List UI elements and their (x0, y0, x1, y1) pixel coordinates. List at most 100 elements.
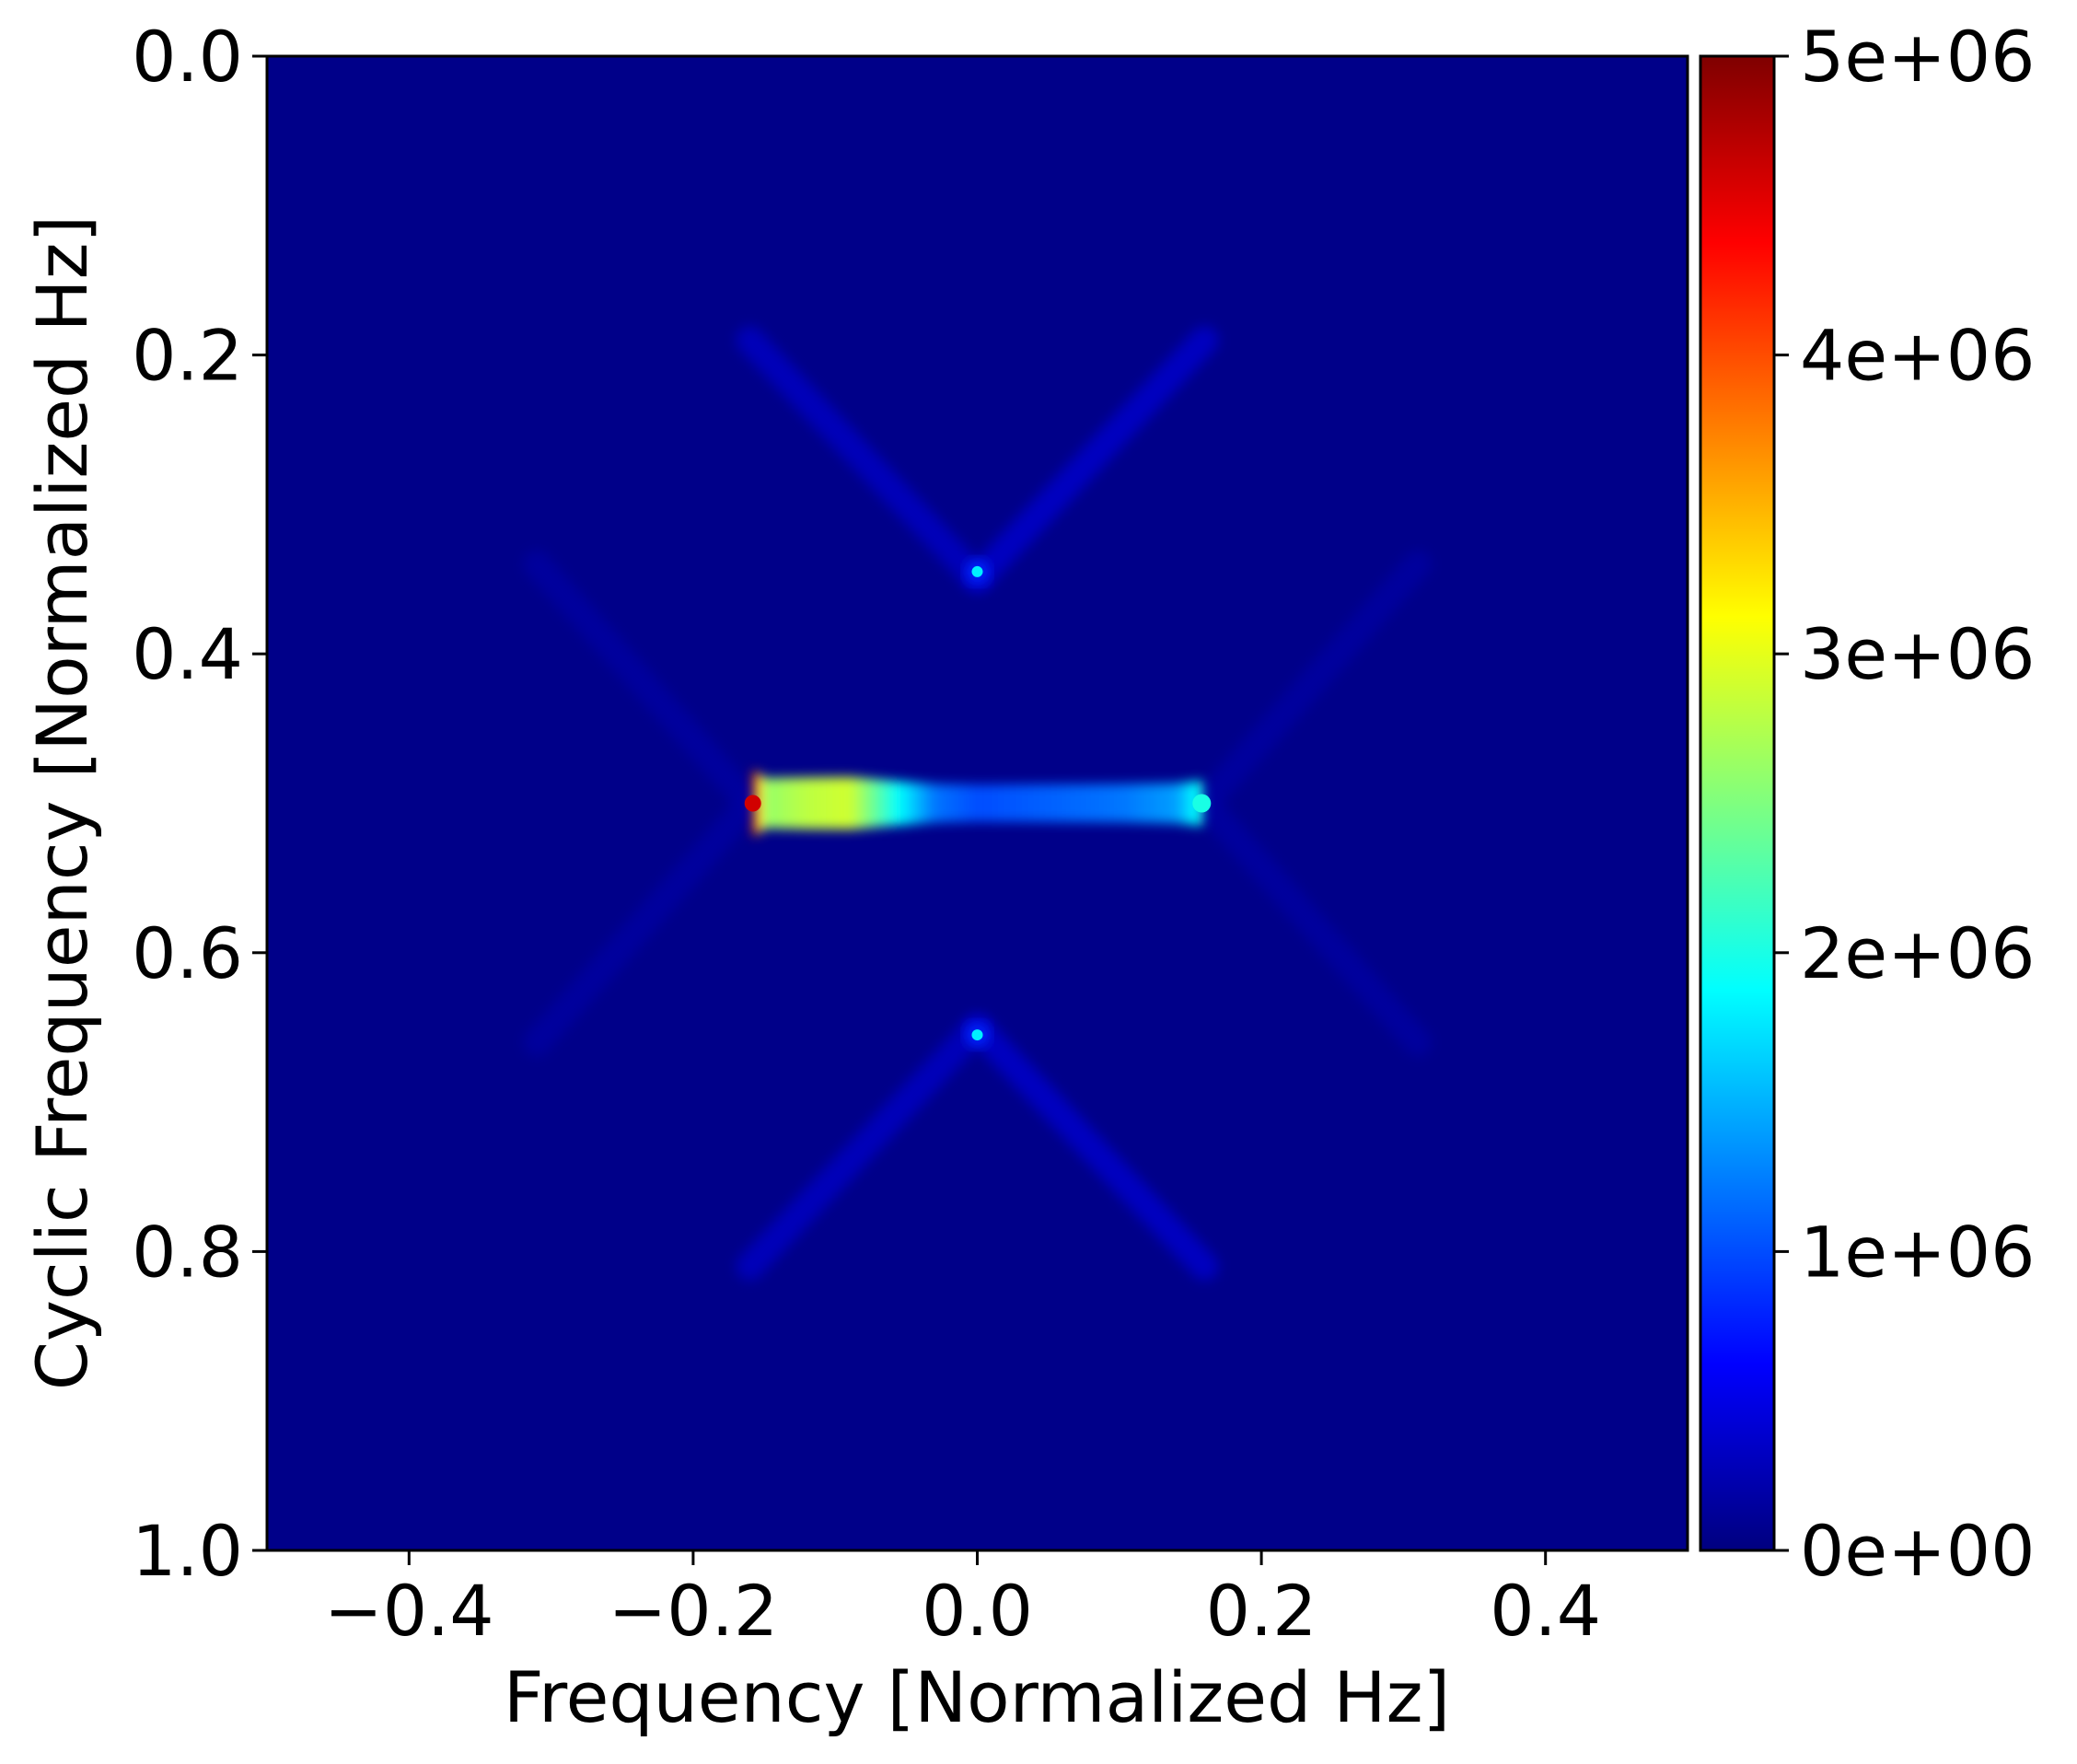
ridge-segment (977, 784, 988, 822)
ridge-segment (761, 776, 764, 830)
colorbar-tick-label: 4e+06 (1800, 315, 2036, 397)
ridge-segment (1140, 783, 1149, 823)
ridge-segment (1048, 784, 1059, 822)
ridge-segment (812, 777, 818, 830)
x-tick-label: −0.2 (609, 1570, 779, 1652)
plot-area (265, 54, 1689, 1552)
ridge-segment (1155, 783, 1164, 823)
colorbar-tick-label: 0e+00 (1800, 1510, 2036, 1592)
y-tick-label: 0.4 (132, 613, 243, 695)
x-axis: −0.4 −0.2 0.0 0.2 0.4 (324, 1550, 1601, 1652)
ridge-peak-left (744, 795, 761, 812)
colorbar-gradient (1700, 56, 1774, 1550)
ridge-segment (865, 778, 872, 829)
ridge-segment (876, 779, 883, 828)
ridge-segment (918, 783, 925, 824)
ridge-segment (966, 784, 973, 822)
ridge-segment (934, 783, 941, 823)
diagonal-band (963, 1014, 1219, 1281)
ridge-segment (913, 783, 920, 824)
diagonal-band (1190, 550, 1432, 818)
ridge-segment (887, 780, 893, 827)
ridge-segment (1176, 783, 1180, 824)
ridge-segment (1133, 783, 1142, 823)
ridge-segment (849, 777, 856, 830)
ridge-segment (1189, 782, 1193, 825)
x-tick-label: 0.4 (1490, 1570, 1601, 1652)
ridge-segment (791, 777, 797, 830)
ridge-segment (1004, 784, 1014, 822)
ridge-segment (780, 777, 787, 830)
ridge-segment (1101, 783, 1112, 823)
ridge-segment (854, 777, 862, 830)
ridge-segment (1013, 784, 1023, 822)
ridge-segment (891, 781, 899, 826)
x-tick-label: −0.4 (324, 1570, 494, 1652)
ridge-segment (1084, 783, 1094, 823)
ridge-segment (956, 784, 963, 822)
ridge-segment (1119, 783, 1128, 823)
y-tick-label: 0.0 (132, 16, 243, 98)
colorbar-tick-label: 1e+06 (1800, 1211, 2036, 1293)
colorbar: 0e+00 1e+06 2e+06 3e+06 4e+06 5e+06 (1699, 16, 2036, 1592)
ridge-segment (971, 784, 979, 822)
diagonal-band (736, 1014, 992, 1281)
ridge-segment (923, 783, 931, 823)
ridge-segment (843, 777, 851, 830)
colorbar-tick-label: 3e+06 (1800, 613, 2036, 695)
ridge-segment (945, 783, 952, 823)
ridge-segment (908, 782, 915, 825)
ridge-segment (833, 777, 841, 830)
ridge-segment (1039, 784, 1050, 822)
x-tick-label: 0.0 (922, 1570, 1033, 1652)
ridge-segment (940, 783, 946, 823)
diagonal-band (1190, 789, 1432, 1057)
ridge-peak-right (1192, 794, 1212, 813)
ridge-segment (1065, 783, 1076, 823)
y-axis-label: Cyclic Frequency [Normalized Hz] (21, 215, 103, 1390)
ridge-segment (774, 778, 782, 829)
ridge-segment (881, 780, 888, 827)
ridge-segment (1168, 783, 1178, 824)
ridge-segment (785, 777, 792, 830)
y-tick-label: 0.6 (132, 912, 243, 994)
y-tick-label: 0.2 (132, 315, 243, 397)
diagonal-band (963, 326, 1219, 593)
ridge-segment (1092, 783, 1103, 823)
ridge-segment (806, 777, 814, 830)
ridge-segment (1074, 783, 1085, 823)
ridge-segment (769, 778, 776, 829)
ridge-segment (870, 779, 877, 828)
x-tick-label: 0.2 (1206, 1570, 1317, 1652)
colorbar-tick-label: 5e+06 (1800, 16, 2036, 98)
ridge-segment (822, 777, 830, 830)
ridge-segment (902, 782, 910, 825)
diagonal-band (736, 326, 992, 593)
ridge-segment (801, 777, 808, 830)
ridge-segment (994, 784, 1005, 822)
colorbar-ticks: 0e+00 1e+06 2e+06 3e+06 4e+06 5e+06 (1774, 16, 2036, 1592)
y-tick-label: 0.8 (132, 1211, 243, 1293)
diagonal-band (523, 789, 764, 1057)
diagonal-band (523, 550, 764, 818)
ridge-segment (961, 784, 968, 822)
ridge-segment (1179, 783, 1184, 824)
ridge-segment (1126, 783, 1135, 823)
x-axis-label: Frequency [Normalized Hz] (504, 1656, 1450, 1738)
ridge-segment (1021, 784, 1032, 822)
ridge-segment (1182, 782, 1187, 825)
spectral-peak (971, 1029, 983, 1041)
colorbar-tick-label: 2e+06 (1800, 912, 2036, 994)
ridge-segment (1162, 783, 1170, 824)
y-axis: 0.0 0.2 0.4 0.6 0.8 1.0 (132, 16, 267, 1592)
ridge-segment (1147, 783, 1156, 823)
y-tick-label: 1.0 (132, 1510, 243, 1592)
ridge-segment (929, 783, 936, 823)
ridge-segment (1110, 783, 1120, 823)
ridge-segment (860, 778, 866, 829)
ridge-segment (817, 777, 824, 830)
ridge-segment (795, 777, 803, 830)
ridge-segment (1185, 782, 1190, 825)
ridge-segment (1030, 784, 1040, 822)
